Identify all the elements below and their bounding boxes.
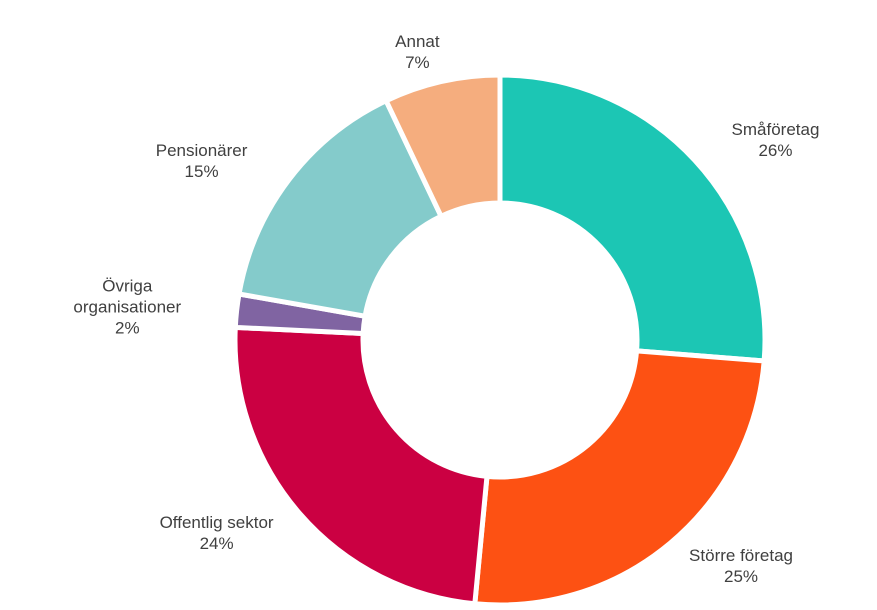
donut-slice (232, 324, 490, 607)
category-label: Övriga organisationer (73, 276, 182, 317)
value-label: 26% (758, 140, 793, 160)
slice-label: Småföretag 26% (732, 119, 820, 161)
value-label: 2% (115, 318, 140, 338)
value-label: 15% (184, 162, 219, 182)
slice-label: Offentlig sektor 24% (160, 512, 274, 554)
slice-label: Större företag 25% (689, 545, 793, 587)
category-label: Pensionärer (155, 141, 248, 161)
donut-slice (497, 72, 768, 364)
slice-label: Övriga organisationer 2% (57, 276, 197, 339)
donut-slice (472, 348, 767, 608)
category-label: Småföretag (731, 119, 820, 139)
value-label: 25% (724, 566, 759, 586)
category-label: Offentlig sektor (159, 513, 274, 533)
value-label: 24% (199, 534, 234, 554)
slice-label: Pensionärer 15% (156, 140, 248, 182)
slice-label: Annat 7% (395, 31, 439, 73)
donut-slice (236, 97, 445, 320)
category-label: Större företag (689, 545, 794, 565)
donut-slice (382, 72, 503, 220)
value-label: 7% (405, 53, 430, 73)
category-label: Annat (395, 32, 440, 52)
